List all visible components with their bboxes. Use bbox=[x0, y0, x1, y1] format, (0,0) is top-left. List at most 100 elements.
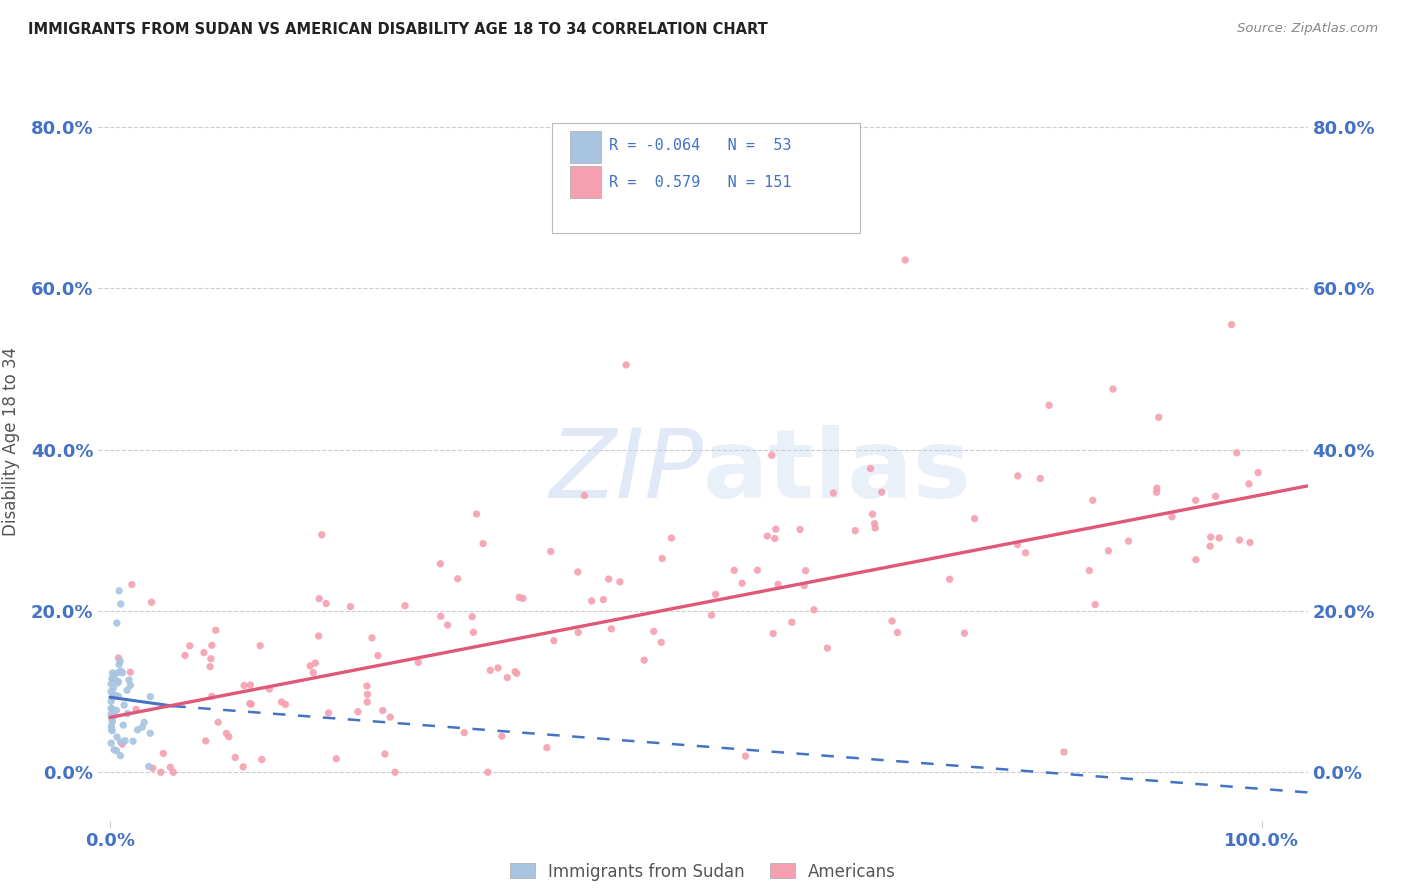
Point bbox=[111, 737, 134, 751]
Point bbox=[122, 734, 145, 748]
Point bbox=[138, 759, 160, 773]
Point bbox=[207, 715, 229, 730]
Point bbox=[114, 733, 136, 747]
Point bbox=[394, 599, 416, 613]
Point bbox=[761, 448, 783, 462]
Point bbox=[250, 752, 273, 766]
Point bbox=[239, 678, 262, 692]
Point bbox=[127, 723, 149, 737]
Point bbox=[318, 706, 340, 720]
Point bbox=[201, 638, 224, 652]
Point bbox=[479, 663, 502, 677]
Y-axis label: Disability Age 18 to 34: Disability Age 18 to 34 bbox=[1, 347, 20, 536]
Point bbox=[356, 695, 378, 709]
Point bbox=[134, 715, 156, 730]
Point bbox=[315, 597, 337, 611]
Point bbox=[141, 595, 163, 609]
Point bbox=[299, 658, 322, 673]
Point bbox=[1199, 530, 1222, 544]
Text: Source: ZipAtlas.com: Source: ZipAtlas.com bbox=[1237, 22, 1378, 36]
Point bbox=[461, 609, 484, 624]
Point bbox=[125, 702, 148, 716]
Point bbox=[356, 679, 378, 693]
Point bbox=[508, 591, 530, 605]
Point bbox=[609, 574, 631, 589]
Point bbox=[794, 564, 817, 578]
Point bbox=[110, 748, 132, 763]
Point bbox=[112, 698, 135, 712]
Point bbox=[938, 572, 960, 586]
Point bbox=[503, 665, 526, 679]
Point bbox=[1247, 466, 1270, 480]
Point bbox=[152, 747, 174, 761]
Point bbox=[308, 591, 330, 606]
Point bbox=[614, 358, 637, 372]
Point bbox=[224, 750, 246, 764]
Point bbox=[862, 507, 884, 521]
Point bbox=[215, 726, 238, 740]
Point bbox=[198, 659, 221, 673]
Point bbox=[765, 522, 787, 536]
Point bbox=[361, 631, 384, 645]
Point bbox=[101, 712, 124, 726]
Point bbox=[1184, 493, 1206, 508]
Point bbox=[110, 735, 132, 749]
Point bbox=[1239, 535, 1261, 549]
Point bbox=[447, 572, 470, 586]
Point bbox=[107, 676, 129, 690]
Point bbox=[1007, 538, 1029, 552]
Point bbox=[1199, 539, 1222, 553]
Point bbox=[734, 749, 756, 764]
Point bbox=[1229, 533, 1251, 547]
Point bbox=[110, 654, 132, 668]
Point bbox=[477, 765, 499, 780]
Text: atlas: atlas bbox=[703, 425, 972, 518]
Point bbox=[643, 624, 665, 639]
Point bbox=[371, 704, 394, 718]
Point bbox=[1007, 469, 1029, 483]
Point bbox=[863, 516, 886, 531]
Point bbox=[204, 624, 226, 638]
Point bbox=[384, 765, 406, 780]
Point bbox=[139, 726, 162, 740]
Point bbox=[453, 725, 475, 739]
Point bbox=[429, 609, 451, 624]
Point bbox=[1220, 318, 1243, 332]
Point bbox=[1014, 546, 1036, 560]
Point bbox=[581, 594, 603, 608]
Point bbox=[651, 551, 673, 566]
Point bbox=[763, 532, 786, 546]
Point bbox=[139, 690, 162, 704]
Text: R = -0.064   N =  53: R = -0.064 N = 53 bbox=[609, 138, 792, 153]
Point bbox=[101, 702, 124, 716]
Point bbox=[194, 734, 217, 748]
Point bbox=[233, 678, 256, 692]
FancyBboxPatch shape bbox=[551, 123, 860, 233]
Point bbox=[1084, 598, 1107, 612]
Point bbox=[101, 690, 124, 705]
Point bbox=[159, 760, 181, 774]
Point bbox=[491, 729, 513, 743]
Point bbox=[193, 646, 215, 660]
Point bbox=[101, 665, 124, 680]
Point bbox=[1208, 531, 1230, 545]
Point bbox=[240, 698, 263, 712]
Point bbox=[731, 576, 754, 591]
Point bbox=[1161, 509, 1184, 524]
FancyBboxPatch shape bbox=[569, 166, 602, 198]
Point bbox=[200, 652, 222, 666]
Point bbox=[870, 485, 893, 500]
Point bbox=[1038, 398, 1060, 412]
Point bbox=[592, 592, 614, 607]
Point bbox=[100, 701, 122, 715]
Point bbox=[600, 622, 623, 636]
Point bbox=[100, 723, 122, 737]
Point bbox=[103, 709, 125, 723]
Point bbox=[259, 681, 281, 696]
Point bbox=[598, 572, 620, 586]
Point bbox=[880, 614, 903, 628]
Point bbox=[1097, 543, 1119, 558]
Point bbox=[101, 673, 124, 687]
Point bbox=[118, 673, 141, 687]
Point bbox=[311, 528, 333, 542]
